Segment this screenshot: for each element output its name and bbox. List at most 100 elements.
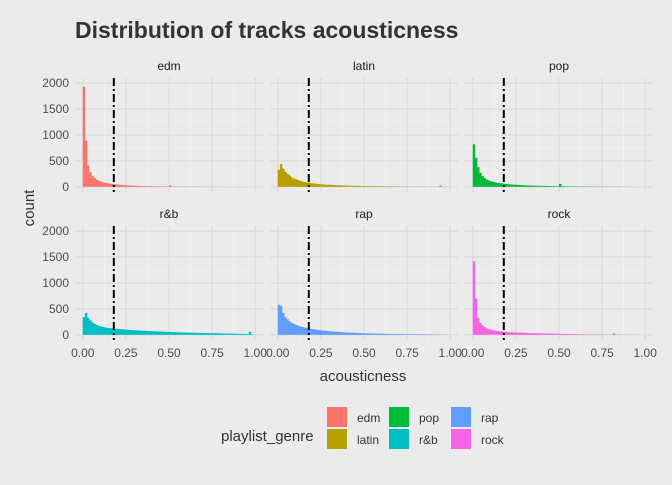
histogram-bar xyxy=(492,330,494,335)
histogram-bar xyxy=(368,333,370,334)
histogram-bar xyxy=(377,186,379,187)
histogram-bar xyxy=(394,334,396,335)
histogram-bar xyxy=(289,321,291,334)
histogram-bar xyxy=(518,333,520,335)
histogram-bar xyxy=(550,334,552,335)
histogram-bar xyxy=(132,330,134,335)
histogram-bar xyxy=(338,332,340,335)
histogram-bar xyxy=(555,186,557,187)
histogram-bar xyxy=(559,184,561,187)
histogram-bar xyxy=(150,186,152,187)
histogram-bar xyxy=(334,332,336,335)
histogram-bar xyxy=(509,332,511,335)
histogram-bar xyxy=(143,331,145,335)
histogram-bar xyxy=(325,331,327,335)
histogram-bar xyxy=(555,334,557,335)
histogram-bar xyxy=(407,334,409,335)
legend-key xyxy=(327,407,347,427)
histogram-bar xyxy=(147,331,149,335)
histogram-bar xyxy=(388,334,390,335)
histogram-bar xyxy=(529,186,531,187)
y-tick-label: 1500 xyxy=(42,250,69,264)
histogram-bar xyxy=(175,332,177,334)
histogram-bar xyxy=(117,329,119,335)
histogram-bar xyxy=(203,333,205,335)
histogram-bar xyxy=(94,178,96,187)
histogram-bar xyxy=(312,183,314,186)
histogram-bar xyxy=(516,333,518,335)
histogram-bar xyxy=(191,333,193,335)
histogram-bar xyxy=(496,183,498,187)
x-tick-label: 0.50 xyxy=(547,346,571,360)
histogram-bar xyxy=(251,334,253,335)
histogram-bar xyxy=(330,185,332,187)
histogram-bar xyxy=(490,330,492,335)
histogram-bar xyxy=(342,186,344,187)
histogram-bar xyxy=(321,330,323,334)
histogram-bar xyxy=(119,185,121,187)
x-tick-label: 0.00 xyxy=(266,346,290,360)
histogram-bar xyxy=(486,180,488,187)
histogram-bar xyxy=(128,330,130,335)
histogram-bar xyxy=(488,329,490,335)
histogram-bar xyxy=(370,186,372,187)
histogram-bar xyxy=(126,330,128,335)
histogram-bar xyxy=(178,332,180,334)
histogram-bar xyxy=(355,333,357,335)
histogram-bar xyxy=(122,185,124,187)
histogram-bar xyxy=(216,333,218,335)
x-tick-label: 0.50 xyxy=(157,346,181,360)
histogram-bar xyxy=(182,332,184,334)
histogram-bar xyxy=(353,333,355,335)
histogram-bar xyxy=(568,334,570,335)
histogram-bar xyxy=(514,332,516,334)
histogram-bar xyxy=(390,334,392,335)
facet-strip-label: rock xyxy=(548,207,572,221)
histogram-bar xyxy=(304,182,306,187)
histogram-bar xyxy=(537,186,539,187)
histogram-bar xyxy=(319,184,321,187)
histogram-bar xyxy=(214,333,216,335)
histogram-bar xyxy=(310,329,312,335)
histogram-bar xyxy=(227,334,229,335)
histogram-bar xyxy=(280,306,282,335)
histogram-bar xyxy=(150,331,152,335)
histogram-bar xyxy=(312,329,314,334)
histogram-bar xyxy=(351,333,353,335)
legend-label: r&b xyxy=(419,433,438,447)
histogram-bar xyxy=(522,333,524,335)
histogram-bar xyxy=(102,182,104,186)
histogram-bar xyxy=(193,333,195,335)
histogram-bar xyxy=(293,324,295,335)
histogram-bar xyxy=(364,186,366,187)
histogram-bar xyxy=(546,334,548,335)
histogram-bar xyxy=(398,334,400,335)
histogram-bar xyxy=(484,327,486,335)
histogram-bar xyxy=(514,185,516,187)
histogram-bar xyxy=(141,331,143,335)
histogram-bar xyxy=(154,186,156,187)
histogram-bar xyxy=(540,333,542,334)
histogram-bar xyxy=(535,333,537,335)
histogram-bar xyxy=(481,176,483,187)
histogram-bar xyxy=(145,331,147,335)
histogram-bar xyxy=(232,334,234,335)
histogram-bar xyxy=(396,334,398,335)
histogram-bar xyxy=(163,332,165,335)
histogram-bar xyxy=(173,332,175,335)
histogram-bar xyxy=(405,334,407,335)
histogram-bar xyxy=(169,185,171,187)
histogram-bar xyxy=(496,331,498,335)
histogram-bar xyxy=(137,330,139,334)
histogram-bar xyxy=(401,334,403,335)
histogram-bar xyxy=(145,186,147,187)
histogram-bar xyxy=(416,334,418,335)
histogram-bar xyxy=(527,333,529,335)
histogram-bar xyxy=(379,334,381,335)
histogram-bar xyxy=(94,324,96,335)
x-tick-label: 0.75 xyxy=(200,346,224,360)
histogram-bar xyxy=(499,331,501,335)
